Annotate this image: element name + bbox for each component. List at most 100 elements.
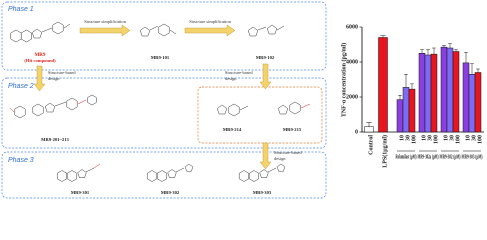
x-tick-label: 30 [471,135,477,141]
bar [446,47,454,133]
compound-label: MR9-303 [253,190,272,195]
ring [66,97,78,111]
bond [85,167,95,173]
x-tick-label: 100 [477,135,483,144]
phase-box [1,77,327,149]
group-label: MR9-302a (μM) [418,153,439,160]
x-tick-label: LPS(1μg/ml) [381,135,388,168]
arrow [184,24,236,37]
x-tick-label: 30 [449,135,455,141]
y-tick-label: 0 [355,129,358,135]
bond [9,107,15,113]
bond [54,101,67,107]
bar [430,53,438,133]
phase-title: Phase 3 [8,157,34,164]
ring [56,170,68,182]
x-tick-label: 10 [421,135,427,141]
compound-label: MR9-201~213 [41,137,69,142]
ring [247,26,259,37]
bar [468,74,476,133]
bar [418,53,426,133]
bond [169,29,177,35]
ring [32,103,44,117]
x-tick-label: 100 [433,135,439,144]
bond [41,27,53,33]
bond [63,23,71,29]
ring [14,105,26,119]
ring [66,170,78,182]
group-label: Rolumilast (μM) [396,153,417,160]
ring [77,169,87,178]
y-tick-label: 2000 [346,94,358,100]
compound-label: MR9-301 [71,190,90,195]
ring [158,23,170,37]
figure: Phase 1 Phase 2 Phase 3 MR9 (Hit compoun… [1,1,484,199]
bond [257,26,267,31]
x-tick-label: 100 [455,135,461,144]
bar [462,62,470,133]
x-tick-label: 10 [465,135,471,141]
arrow [259,142,272,170]
bar [396,99,404,133]
bond [267,167,277,173]
ring [146,170,158,182]
phase-title: Phase 2 [8,83,34,90]
x-tick-label: 30 [405,135,411,141]
ring [238,170,250,182]
ring [156,170,168,182]
x-tick-label: 100 [411,135,417,144]
x-tick-label: Control [368,135,374,155]
y-tick-label: 6000 [346,24,358,30]
bar [474,72,482,133]
ring [139,26,151,37]
arrow [259,63,272,90]
design-diagram: Phase 1 Phase 2 Phase 3 MR9 (Hit compoun… [1,1,327,199]
highlight-box [197,86,323,144]
phase-title: Phase 1 [8,6,34,13]
bond [276,25,285,31]
ring [228,103,240,117]
arrow-label: Structure simplification [84,19,126,24]
ring [248,170,260,182]
compound-label: MR9-214 [223,127,242,132]
ring [276,163,286,172]
arrow-label: design [274,156,286,161]
bar-chart: TNF-α concentration (pg/ml) 0 2000 4000 600… [340,24,484,168]
phase-box [1,1,327,71]
ring [216,104,228,115]
ring [10,29,22,43]
compound-label: MR9-302 [161,190,180,195]
bond [239,105,249,111]
arrow-label: design [225,76,237,81]
ring [259,169,269,178]
arrow [79,24,131,37]
group-label: MR9-303 (μM) [462,153,483,160]
ring [289,101,301,115]
hit-note: (Hit compound) [24,58,56,63]
ring [31,28,43,39]
bar [378,37,388,133]
compound-label: MR9-101 [151,55,170,60]
ring [87,94,97,106]
y-tick-label: 4000 [346,59,358,65]
x-tick-label: 10 [443,135,449,141]
ring [277,104,289,115]
ring [44,102,56,113]
arrow-label: Structure-based [48,70,76,75]
ring [167,169,177,178]
bond [77,99,87,105]
bond [175,167,185,173]
arrow-label: design [48,76,60,81]
bar [402,87,410,133]
bond [300,103,311,109]
group-label: MR9-302 (μM) [440,153,461,160]
ring [266,24,278,35]
ring [20,29,32,43]
bar [408,88,416,133]
bar [452,51,460,133]
compound-label: MR9-102 [256,55,275,60]
bar [424,54,432,133]
x-tick-label: 30 [427,135,433,141]
arrow-label: Structure-based [225,70,253,75]
arrow-label: Structure-based [274,150,302,155]
